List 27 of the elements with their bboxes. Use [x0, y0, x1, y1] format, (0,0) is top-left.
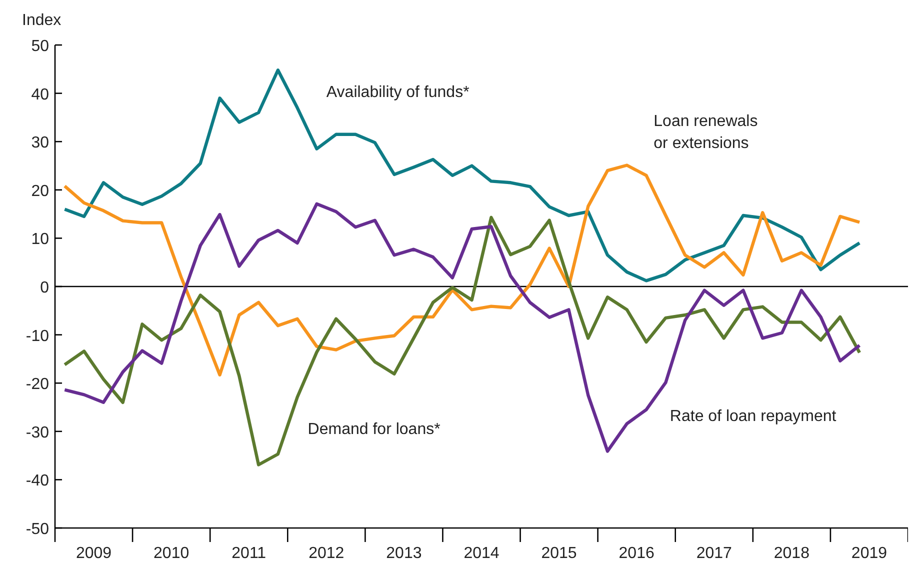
x-tick-label: 2019: [851, 545, 888, 562]
y-tick-label: 0: [40, 280, 50, 296]
y-tick-label: 50: [31, 38, 50, 55]
y-tick-label: 40: [31, 86, 50, 104]
y-axis-title: Index: [22, 12, 62, 30]
x-tick-label: 2010: [154, 545, 190, 562]
x-tick-label: 2014: [464, 545, 500, 562]
x-tick-label: 2017: [696, 545, 732, 562]
series-label: Loan renewals or extensions: [654, 112, 758, 154]
y-tick-label: 20: [31, 182, 50, 200]
y-tick-label: -10: [26, 328, 50, 345]
y-tick-label: -40: [26, 472, 50, 490]
y-tick-label: -50: [26, 521, 50, 538]
x-tick-label: 2009: [76, 545, 112, 562]
y-tick-label: 30: [31, 134, 50, 152]
x-tick-label: 2013: [386, 545, 422, 562]
y-tick-label: 10: [31, 231, 50, 248]
series-label: Rate of loan repayment: [670, 406, 836, 427]
series-label: Demand for loans*: [308, 420, 440, 440]
y-tick-label: -30: [26, 424, 50, 442]
x-tick-label: 2016: [618, 545, 654, 562]
y-tick-label: -20: [26, 376, 50, 394]
x-tick-label: 2012: [308, 545, 344, 562]
x-tick-label: 2018: [774, 545, 810, 562]
x-tick-label: 2015: [541, 545, 577, 562]
series-label: Availability of funds*: [326, 83, 470, 104]
x-tick-label: 2011: [232, 545, 266, 562]
